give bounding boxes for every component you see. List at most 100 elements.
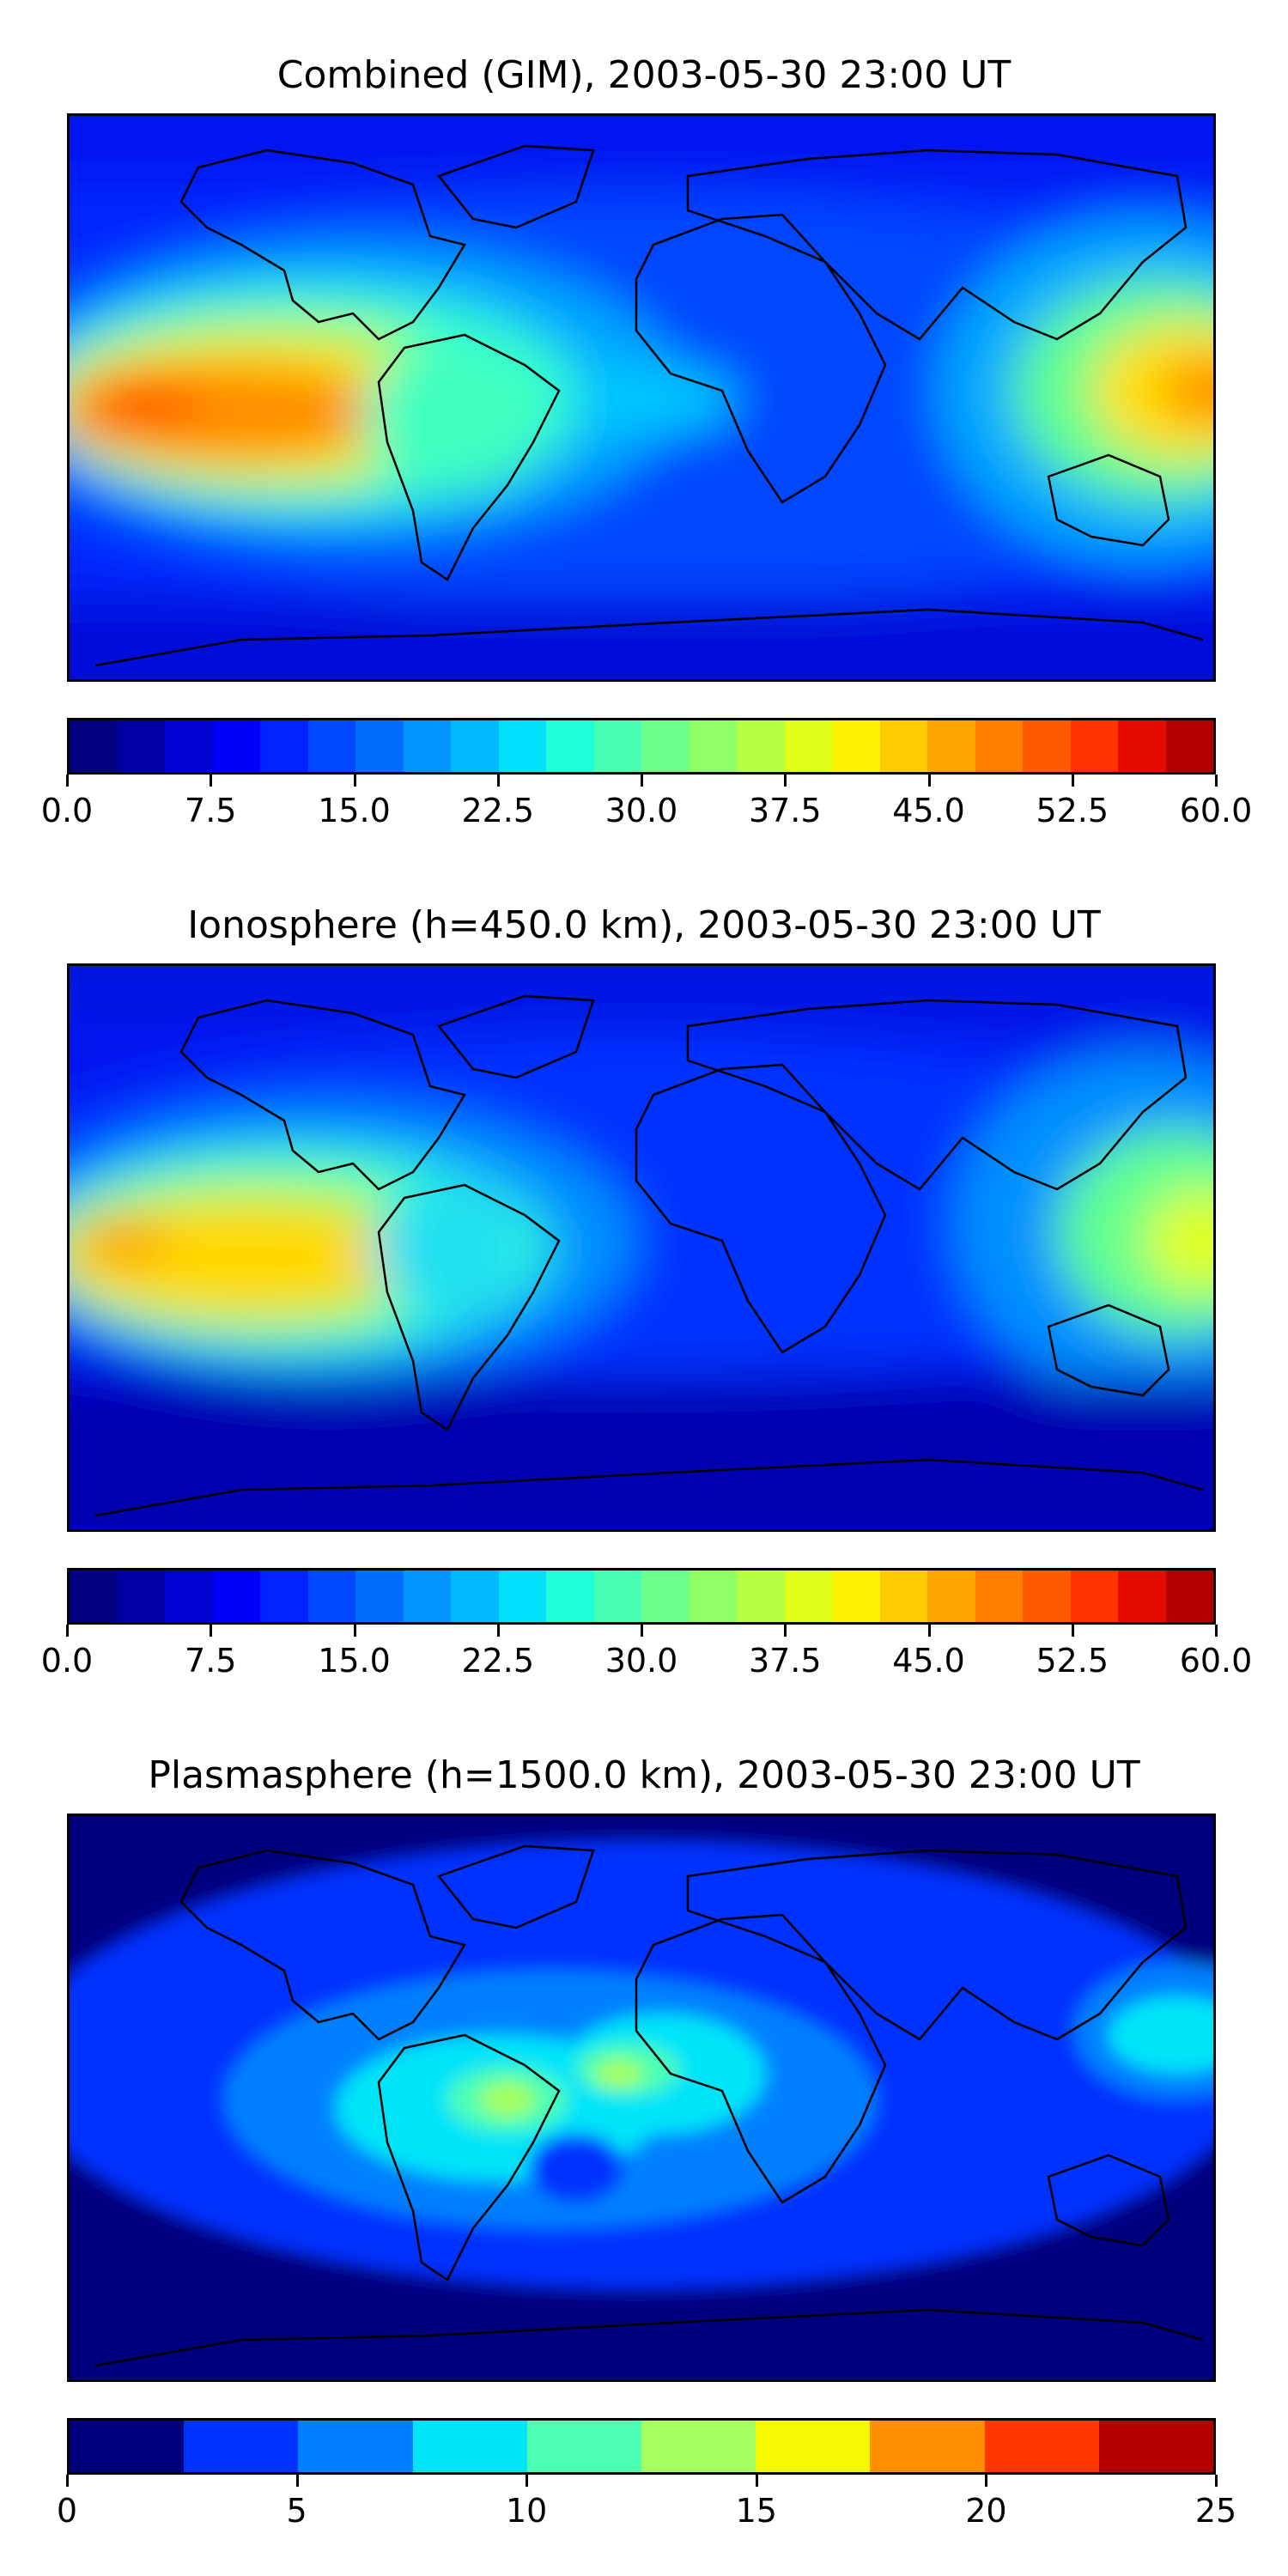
colorbar-tick [927, 775, 931, 787]
colorbar-tick [496, 1625, 500, 1637]
map-combined [67, 113, 1216, 682]
colorbar-segment [927, 1571, 975, 1622]
colorbar-segment [689, 1571, 737, 1622]
colorbar-segment [212, 1571, 260, 1622]
colorbar-segment [498, 720, 546, 772]
colorbar-tick [496, 775, 500, 787]
colorbar-tick-label: 45.0 [892, 792, 965, 829]
colorbar-tick-label: 0.0 [40, 792, 94, 829]
colorbar-segment [641, 720, 690, 772]
colorbar-tick-label: 60.0 [1179, 792, 1253, 829]
colorbar-segment [184, 2421, 299, 2472]
colorbar-segment [1165, 1571, 1213, 1622]
colorbar-tick-label: 15.0 [318, 1642, 391, 1680]
colorbar-tick-label: 30.0 [605, 792, 678, 829]
colorbar-tick [784, 775, 787, 787]
colorbar-segment [212, 720, 260, 772]
colorbar-segment [403, 1571, 451, 1622]
colorbar-segment [689, 720, 737, 772]
colorbar-segment [546, 720, 594, 772]
colorbar-segment [307, 1571, 355, 1622]
colorbar-tick-label: 45.0 [892, 1642, 965, 1680]
colorbar-segment [832, 720, 880, 772]
colorbar-tick-label: 37.5 [748, 1642, 822, 1680]
colorbar-segment [70, 2421, 185, 2472]
colorbar-segment [1165, 720, 1213, 772]
colorbar-segment [879, 1571, 927, 1622]
colorbar-segment [737, 720, 785, 772]
panel-title-ionosphere: Ionosphere (h=450.0 km), 2003-05-30 23:0… [187, 903, 1101, 947]
colorbar-segment [784, 1571, 832, 1622]
colorbar-segment [526, 2421, 642, 2472]
colorbar-ionosphere [67, 1568, 1216, 1625]
panel-title-combined: Combined (GIM), 2003-05-30 23:00 UT [276, 53, 1012, 97]
colorbar-tick-label: 37.5 [748, 792, 822, 829]
colorbar-segment [784, 720, 832, 772]
colorbar-tick-label: 15 [735, 2492, 777, 2530]
colorbar-segment [879, 720, 927, 772]
colorbar-segment [1023, 1571, 1071, 1622]
colorbar-tick [1071, 775, 1074, 787]
colorbar-segment [641, 1571, 690, 1622]
colorbar-tick [1215, 2475, 1218, 2487]
colorbar-tick [353, 1625, 356, 1637]
colorbar-segment [927, 720, 975, 772]
map-ionosphere [67, 963, 1216, 1532]
colorbar-tick [1215, 1625, 1218, 1637]
colorbar-tick-label: 60.0 [1179, 1642, 1253, 1680]
colorbar-segment [117, 720, 165, 772]
colorbar-segment [870, 2421, 985, 2472]
map-plasmasphere [67, 1814, 1216, 2382]
colorbar-tick [641, 775, 643, 787]
colorbar-tick [66, 1625, 69, 1637]
colorbar-combined [67, 718, 1216, 775]
colorbar-tick [1215, 775, 1218, 787]
colorbar-segment [307, 720, 355, 772]
colorbar-segment [832, 1571, 880, 1622]
colorbar-tick [927, 1625, 931, 1637]
panel-title-plasmasphere: Plasmasphere (h=1500.0 km), 2003-05-30 2… [148, 1753, 1140, 1797]
colorbar-segment [984, 2421, 1099, 2472]
colorbar-tick-label: 0.0 [40, 1642, 94, 1680]
colorbar-segment [412, 2421, 527, 2472]
colorbar-tick-label: 10 [506, 2492, 548, 2530]
colorbar-tick-label: 20 [965, 2492, 1007, 2530]
colorbar-segment [260, 720, 308, 772]
colorbar-tick [210, 1625, 213, 1637]
colorbar-segment [117, 1571, 165, 1622]
colorbar-tick-label: 52.5 [1036, 1642, 1109, 1680]
colorbar-segment [260, 1571, 308, 1622]
colorbar-tick-label: 7.5 [185, 792, 237, 829]
colorbar-segment [1098, 2421, 1214, 2472]
colorbar-segment [756, 2421, 871, 2472]
colorbar-ticks-ionosphere: 0.0 7.5 15.0 22.5 30.0 37.5 45.0 52.5 60.0 [41, 1625, 1252, 1680]
colorbar-segment [165, 1571, 213, 1622]
colorbar-segment [165, 720, 213, 772]
colorbar-segment [1118, 1571, 1166, 1622]
colorbar-tick-label: 30.0 [605, 1642, 678, 1680]
colorbar-segment [1118, 720, 1166, 772]
colorbar-tick [641, 1625, 643, 1637]
colorbar-segment [641, 2421, 756, 2472]
colorbar-tick-label: 7.5 [185, 1642, 237, 1680]
colorbar-tick-label: 25 [1194, 2492, 1237, 2530]
colorbar-segment [403, 720, 451, 772]
colorbar-segment [975, 720, 1023, 772]
colorbar-segment [546, 1571, 594, 1622]
colorbar-ticks-plasmasphere: 0 5 10 15 20 25 [57, 2475, 1236, 2530]
colorbar-tick [353, 775, 356, 787]
colorbar-segment [451, 720, 499, 772]
colorbar-segment [1023, 720, 1071, 772]
colorbar-tick [1071, 1625, 1074, 1637]
colorbar-segment [498, 1571, 546, 1622]
colorbar-segment [1070, 720, 1118, 772]
colorbar-tick-label: 22.5 [461, 1642, 535, 1680]
colorbar-tick-label: 52.5 [1036, 792, 1109, 829]
colorbar-tick [755, 2475, 758, 2487]
colorbar-tick [210, 775, 213, 787]
colorbar-segment [593, 720, 641, 772]
colorbar-segment [737, 1571, 785, 1622]
colorbar-segment [1070, 1571, 1118, 1622]
colorbar-tick-label: 5 [286, 2492, 307, 2530]
colorbar-segment [355, 1571, 404, 1622]
